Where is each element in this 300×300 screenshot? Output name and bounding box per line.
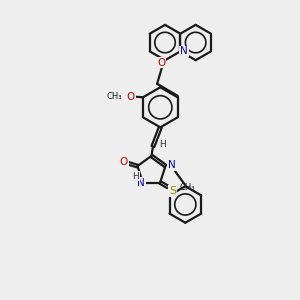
Text: N: N [168, 160, 176, 170]
Text: O: O [127, 92, 135, 102]
Text: CH₃: CH₃ [179, 183, 195, 192]
Text: N: N [180, 46, 188, 56]
Text: H: H [132, 172, 139, 181]
Text: O: O [158, 58, 166, 68]
Text: CH₃: CH₃ [107, 92, 122, 101]
Text: O: O [119, 157, 128, 166]
Text: N: N [137, 178, 145, 188]
Text: H: H [159, 140, 166, 148]
Text: S: S [169, 186, 176, 196]
